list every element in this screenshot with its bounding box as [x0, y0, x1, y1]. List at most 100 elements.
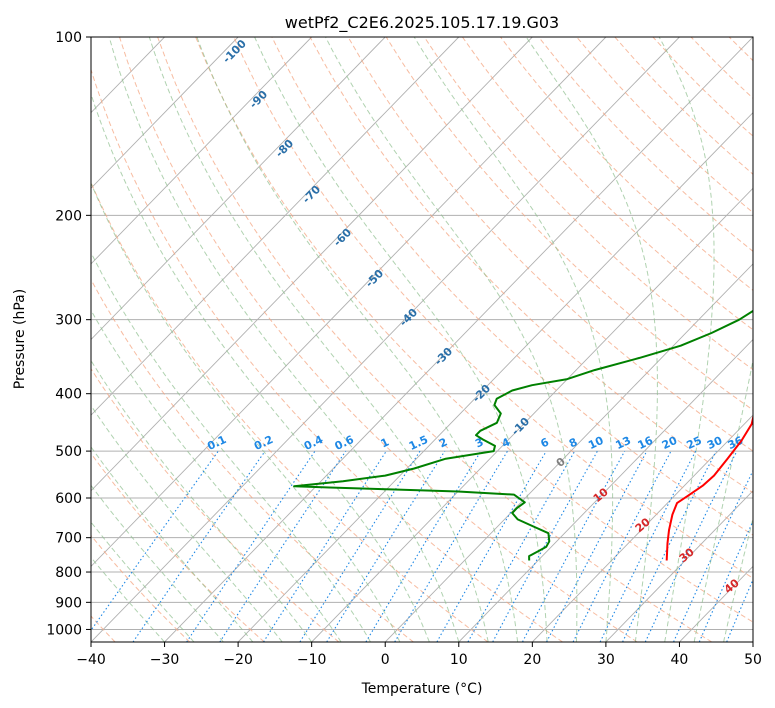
y-tick-label: 200 — [55, 208, 82, 224]
moist-adiabat-30 — [413, 37, 614, 642]
dry-adiabat-50 — [195, 37, 753, 623]
moist-adiabat--10 — [91, 359, 313, 642]
x-tick-label: −30 — [150, 652, 180, 668]
mixing-ratio-label: 8 — [567, 435, 579, 450]
x-tick-label: −20 — [223, 652, 253, 668]
mixing-ratio-line-4 — [394, 450, 508, 642]
y-tick-label: 500 — [55, 444, 82, 460]
dry-adiabat-90 — [347, 37, 753, 452]
mixing-ratio-line-1 — [263, 450, 387, 642]
dry-adiabat-label: -20 — [470, 382, 493, 405]
mixing-ratio-label: 25 — [685, 434, 704, 452]
dry-adiabat-20 — [91, 68, 563, 642]
mixing-ratio-lines — [91, 450, 753, 642]
mixing-ratio-line-16 — [546, 450, 648, 642]
moist-adiabat-6 — [91, 92, 430, 642]
mixing-ratio-label: 0.2 — [252, 433, 275, 453]
dry-adiabat-40 — [157, 37, 713, 642]
temperature-profile-line — [665, 413, 753, 561]
dry-adiabat-label: -60 — [331, 226, 354, 249]
dry-adiabat-180 — [690, 37, 753, 99]
moist-adiabat--22 — [91, 484, 224, 642]
isotherm--10 — [311, 187, 753, 642]
mixing-ratio-line-8 — [467, 450, 576, 642]
mixing-ratio-line-25 — [599, 450, 697, 642]
moist-adiabat-2 — [91, 182, 401, 642]
dry-adiabat-label: -90 — [247, 88, 270, 111]
isotherm--20 — [237, 111, 753, 642]
isobar-grid — [91, 37, 753, 630]
moist-adiabat-46 — [723, 516, 753, 642]
x-tick-label: −40 — [76, 652, 106, 668]
moist-adiabat-42 — [693, 358, 753, 642]
mixing-ratio-line-0.1 — [91, 450, 219, 632]
profile-series — [293, 309, 753, 561]
mixing-ratio-label: 36 — [726, 434, 746, 452]
isotherm--30 — [164, 37, 753, 642]
mixing-ratio-label: 10 — [586, 434, 606, 452]
mixing-ratio-line-36 — [644, 450, 738, 642]
x-tick-label: 40 — [671, 652, 689, 668]
moist-adiabat-34 — [525, 37, 658, 642]
dry-adiabats — [91, 37, 775, 642]
dry-adiabat--30 — [91, 534, 191, 642]
moist-adiabat-label: 30 — [677, 545, 697, 565]
isotherm--80 — [91, 37, 386, 341]
moist-adiabat-18 — [196, 37, 519, 642]
mixing-ratio-label: 20 — [660, 434, 680, 452]
mixing-ratio-label: 16 — [636, 434, 656, 452]
y-tick-label: 900 — [55, 595, 82, 611]
isotherm--90 — [91, 37, 312, 265]
plot-frame — [90, 36, 754, 643]
dry-adiabat-label: -50 — [363, 267, 386, 290]
dry-adiabat-70 — [271, 37, 753, 536]
dry-adiabat-80 — [309, 37, 753, 494]
moist-adiabat--26 — [91, 521, 195, 642]
dry-adiabat-label: -30 — [432, 345, 455, 368]
dry-adiabat-110 — [423, 37, 753, 371]
dry-adiabat--20 — [91, 452, 265, 642]
moist-adiabat--30 — [91, 556, 165, 642]
mixing-ratio-label: 1 — [379, 435, 391, 450]
mixing-ratio-label: 0.6 — [333, 433, 356, 453]
y-axis-title: Pressure (hPa) — [12, 289, 28, 389]
x-axis: −40 −30 −20 −10 0 10 20 30 40 50 — [76, 642, 762, 668]
mixing-ratio-label: 1.5 — [407, 433, 430, 453]
moist-adiabat-22 — [254, 37, 548, 642]
mixing-ratio-line-1.5 — [299, 450, 421, 642]
y-tick-label: 400 — [55, 387, 82, 403]
dry-adiabat--10 — [91, 367, 340, 642]
isotherm-30 — [605, 490, 753, 642]
mixing-ratio-label: 0.1 — [205, 433, 228, 453]
moist-adiabat--14 — [91, 404, 283, 642]
y-tick-label: 1000 — [46, 622, 82, 638]
guide-labels: 0.1 0.2 0.4 0.6 1 1.5 2 3 4 6 8 10 13 16 20 25 30 36-100-… — [205, 37, 745, 596]
isotherm-0 — [384, 263, 753, 642]
isotherm-grid — [91, 37, 753, 642]
y-tick-label: 700 — [55, 531, 82, 547]
x-tick-label: 10 — [450, 652, 468, 668]
mixing-ratio-line-55 — [698, 519, 753, 642]
dry-adiabat-130 — [500, 37, 753, 291]
y-axis: 100 200 300 400 500 600 700 800 900 1000 — [46, 30, 91, 638]
mixing-ratio-label: 30 — [705, 434, 725, 452]
moist-adiabat-14 — [148, 37, 489, 642]
moist-adiabat-38 — [658, 37, 715, 642]
isotherm--70 — [91, 37, 460, 416]
dry-adiabat-label: -80 — [273, 137, 296, 160]
x-tick-label: −10 — [297, 652, 327, 668]
isotherm--40 — [91, 37, 680, 642]
dry-adiabat-140 — [538, 37, 753, 252]
y-tick-label: 800 — [55, 565, 82, 581]
moist-adiabat--6 — [91, 309, 342, 642]
mixing-ratio-label: 6 — [539, 435, 552, 450]
dry-adiabat-0 — [91, 278, 414, 642]
mixing-ratio-line-10 — [492, 450, 598, 642]
dry-adiabat-label: -70 — [300, 183, 323, 206]
mixing-ratio-line-0.2 — [132, 450, 266, 642]
moist-adiabat-label: 40 — [722, 576, 742, 596]
mixing-ratio-line-3 — [365, 450, 482, 642]
isotherm--50 — [91, 37, 607, 568]
dry-adiabat-200 — [767, 37, 775, 642]
